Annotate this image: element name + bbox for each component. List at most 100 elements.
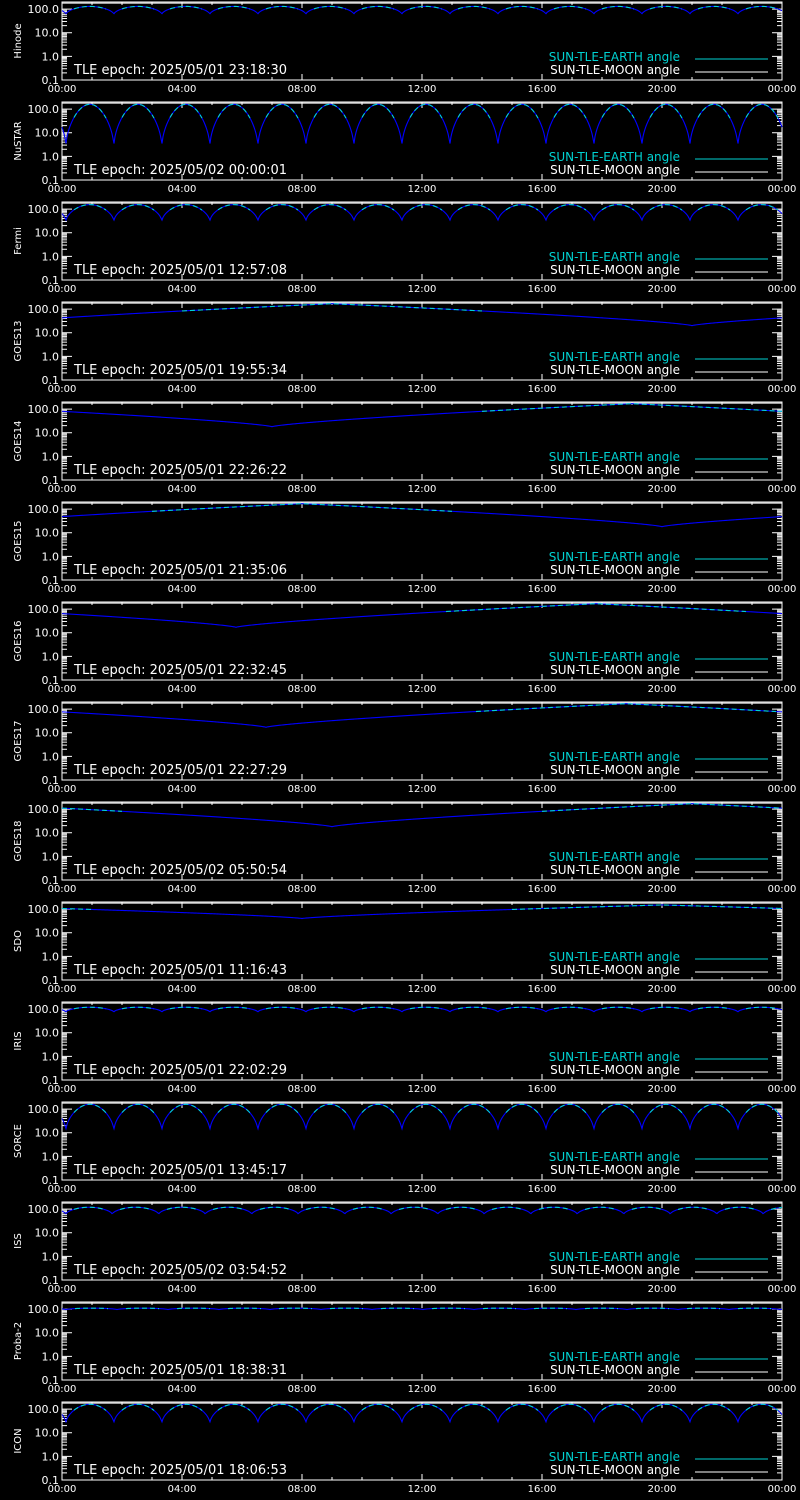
x-tick-label: 00:00 — [48, 1184, 77, 1195]
sun-earth-angle-series — [61, 103, 783, 144]
satellite-name: Fermi — [13, 227, 24, 255]
legend-label: SUN-TLE-MOON angle — [550, 1163, 680, 1177]
x-tick-label: 12:00 — [408, 1484, 437, 1495]
x-tick-label: 00:00 — [768, 1184, 797, 1195]
x-tick-label: 16:00 — [528, 884, 557, 895]
x-tick-label: 12:00 — [408, 1384, 437, 1395]
sun-earth-angle-highlight — [73, 1403, 779, 1411]
satellite-panel: 100.0 10.0 1.0 0.1 00:00 04:00 08:00 12:00 16:00… — [0, 1100, 800, 1200]
y-tick-label: 100.0 — [28, 503, 60, 516]
satellite-panel: 100.0 10.0 1.0 0.1 00:00 04:00 08:00 12:00 16:00… — [0, 100, 800, 200]
x-tick-label: 20:00 — [648, 1484, 677, 1495]
x-tick-label: 04:00 — [168, 684, 197, 695]
y-tick-label: 1.0 — [42, 1450, 60, 1463]
y-tick-label: 100.0 — [28, 1303, 60, 1316]
sun-earth-angle-highlight — [61, 803, 783, 812]
y-tick-label: 0.1 — [42, 574, 60, 587]
y-tick-label: 100.0 — [28, 303, 60, 316]
y-tick-label: 0.1 — [42, 1274, 60, 1287]
y-tick-label: 10.0 — [35, 427, 60, 440]
satellite-name: ICON — [13, 1428, 24, 1453]
x-tick-label: 04:00 — [168, 484, 197, 495]
x-tick-label: 12:00 — [408, 984, 437, 995]
y-tick-label: 10.0 — [35, 627, 60, 640]
x-tick-label: 08:00 — [288, 1184, 317, 1195]
x-tick-label: 12:00 — [408, 784, 437, 795]
x-tick-label: 00:00 — [768, 984, 797, 995]
x-tick-label: 20:00 — [648, 784, 677, 795]
legend-label: SUN-TLE-EARTH angle — [549, 850, 680, 864]
x-tick-label: 04:00 — [168, 284, 197, 295]
legend-label: SUN-TLE-EARTH angle — [549, 450, 680, 464]
satellite-panel: 100.0 10.0 1.0 0.1 00:00 04:00 08:00 12:00 16:00… — [0, 900, 800, 1000]
y-tick-label: 0.1 — [42, 174, 60, 187]
legend-label: SUN-TLE-EARTH angle — [549, 950, 680, 964]
x-tick-label: 08:00 — [288, 284, 317, 295]
x-tick-label: 20:00 — [648, 384, 677, 395]
x-tick-label: 00:00 — [768, 884, 797, 895]
legend-label: SUN-TLE-EARTH angle — [549, 1450, 680, 1464]
legend-label: SUN-TLE-EARTH angle — [549, 50, 680, 64]
panel-plot: 100.010.01.00.100:00 04:00 08:00 12:00 16:00… — [13, 1101, 797, 1195]
sun-earth-angle-highlight — [151, 503, 453, 512]
y-tick-label: 1.0 — [42, 1150, 60, 1163]
x-tick-label: 08:00 — [288, 684, 317, 695]
tle-epoch-label: TLE epoch: 2025/05/01 22:26:22 — [73, 463, 287, 478]
y-tick-label: 100.0 — [28, 703, 60, 716]
y-tick-label: 10.0 — [35, 1327, 60, 1340]
x-tick-label: 00:00 — [48, 984, 77, 995]
legend-label: SUN-TLE-MOON angle — [550, 563, 680, 577]
legend-label: SUN-TLE-EARTH angle — [549, 1250, 680, 1264]
satellite-name: GOES15 — [13, 520, 24, 561]
satellite-panel: 100.0 10.0 1.0 0.1 00:00 04:00 08:00 12:00 16:00… — [0, 0, 800, 100]
x-tick-label: 04:00 — [168, 1084, 197, 1095]
y-tick-label: 100.0 — [28, 3, 60, 16]
y-tick-label: 100.0 — [28, 603, 60, 616]
x-tick-label: 04:00 — [168, 984, 197, 995]
tle-epoch-label: TLE epoch: 2025/05/01 19:55:34 — [73, 363, 287, 378]
sun-earth-angle-series — [61, 904, 783, 920]
satellite-panel: 100.0 10.0 1.0 0.1 00:00 04:00 08:00 12:00 16:00… — [0, 700, 800, 800]
x-tick-label: 16:00 — [528, 484, 557, 495]
legend-label: SUN-TLE-EARTH angle — [549, 1350, 680, 1364]
x-tick-label: 16:00 — [528, 584, 557, 595]
x-tick-label: 12:00 — [408, 1284, 437, 1295]
x-tick-label: 00:00 — [768, 1284, 797, 1295]
y-tick-label: 0.1 — [42, 874, 60, 887]
x-tick-label: 20:00 — [648, 1184, 677, 1195]
y-tick-label: 10.0 — [35, 1027, 60, 1040]
panel-plot: 100.010.01.00.100:00 04:00 08:00 12:00 16:00… — [13, 101, 796, 195]
x-tick-label: 00:00 — [48, 884, 77, 895]
x-tick-label: 16:00 — [528, 84, 557, 95]
y-tick-label: 1.0 — [42, 150, 60, 163]
satellite-name: Hinode — [13, 23, 24, 58]
tle-epoch-label: TLE epoch: 2025/05/01 23:18:30 — [73, 63, 287, 78]
x-tick-label: 20:00 — [648, 584, 677, 595]
x-tick-label: 20:00 — [648, 284, 677, 295]
legend-label: SUN-TLE-MOON angle — [550, 663, 680, 677]
x-tick-label: 12:00 — [408, 1084, 437, 1095]
x-tick-label: 20:00 — [648, 684, 677, 695]
x-tick-label: 16:00 — [528, 1484, 557, 1495]
x-tick-label: 20:00 — [648, 84, 677, 95]
tle-epoch-label: TLE epoch: 2025/05/01 18:38:31 — [73, 1363, 287, 1378]
x-tick-label: 08:00 — [288, 1484, 317, 1495]
x-tick-label: 00:00 — [768, 384, 797, 395]
x-tick-label: 20:00 — [648, 1284, 677, 1295]
y-tick-label: 10.0 — [35, 1427, 60, 1440]
sun-earth-angle-highlight — [73, 204, 779, 211]
x-tick-label: 04:00 — [168, 1284, 197, 1295]
legend-label: SUN-TLE-MOON angle — [550, 163, 680, 177]
x-tick-label: 00:00 — [768, 1484, 797, 1495]
satellite-name: SDO — [13, 930, 24, 952]
x-tick-label: 12:00 — [408, 184, 437, 195]
y-tick-label: 1.0 — [42, 450, 60, 463]
y-tick-label: 100.0 — [28, 103, 60, 116]
y-tick-label: 100.0 — [28, 1003, 60, 1016]
y-tick-label: 0.1 — [42, 1374, 60, 1387]
legend-label: SUN-TLE-EARTH angle — [549, 250, 680, 264]
y-tick-label: 10.0 — [35, 127, 60, 140]
x-tick-label: 04:00 — [168, 84, 197, 95]
x-tick-label: 04:00 — [168, 384, 197, 395]
x-tick-label: 00:00 — [48, 684, 77, 695]
